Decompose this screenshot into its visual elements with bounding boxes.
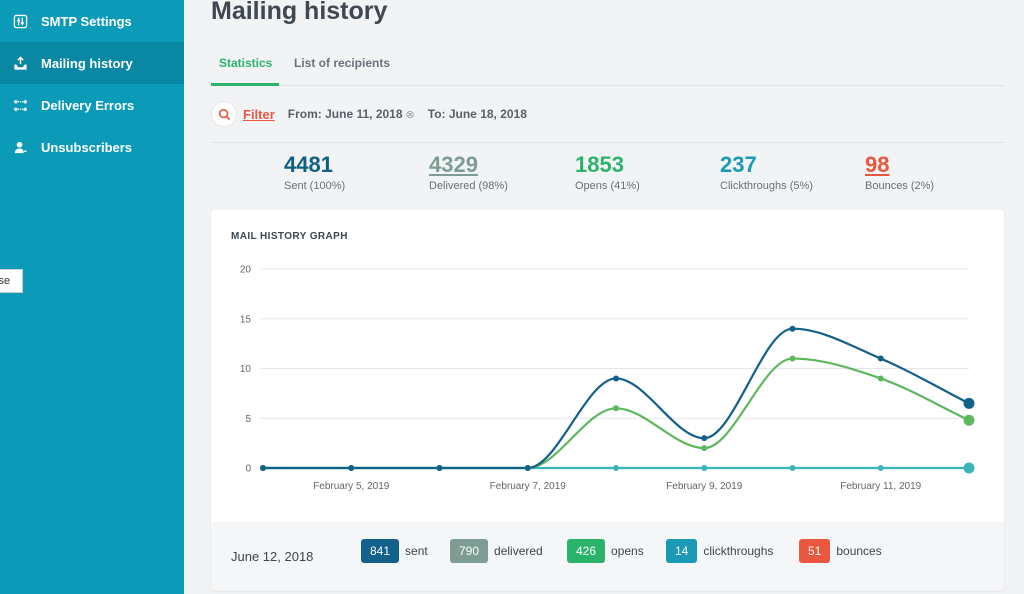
legend-label: sent xyxy=(405,544,428,558)
data-point-opens xyxy=(877,375,884,382)
data-point-opens xyxy=(701,445,708,452)
data-point-opens xyxy=(789,355,796,362)
legend-label: delivered xyxy=(494,544,543,558)
active-tab-indicator xyxy=(211,83,279,86)
user-remove-icon xyxy=(12,139,29,156)
stat-value[interactable]: 4329 xyxy=(429,152,478,177)
graph-footer: June 12, 2018 841 sent 790 delivered 426… xyxy=(211,522,1004,591)
clear-date-icon[interactable]: ⊗ xyxy=(405,108,415,121)
x-tick-label: February 11, 2019 xyxy=(840,481,921,492)
y-tick-label: 0 xyxy=(245,464,251,475)
legend-label: opens xyxy=(611,544,644,558)
stat-label: Clickthroughs (5%) xyxy=(720,180,813,192)
search-icon xyxy=(218,108,230,120)
stat-bounces[interactable]: 98 Bounces (2%) xyxy=(865,152,934,192)
sidebar-item-label: Mailing history xyxy=(41,55,133,71)
main-content: Mailing history Statistics List of recip… xyxy=(184,0,1024,594)
legend-label: clickthroughs xyxy=(703,544,774,558)
tab-statistics[interactable]: Statistics xyxy=(219,56,273,70)
legend-value: 51 xyxy=(799,539,831,563)
data-point-sent xyxy=(963,397,975,409)
filter-bar: Filter From: June 11, 2018 ⊗ To: June 18… xyxy=(211,86,1004,143)
data-point-sent xyxy=(789,325,796,332)
error-flow-icon xyxy=(12,97,29,114)
sidebar-item-label: Delivery Errors xyxy=(41,97,135,113)
settings-icon xyxy=(12,13,29,30)
legend-clickthroughs: 14 clickthroughs xyxy=(666,539,773,563)
sidebar-item-label: SMTP Settings xyxy=(41,13,132,29)
y-tick-label: 10 xyxy=(240,364,252,375)
stat-label: Opens (41%) xyxy=(575,180,640,192)
sidebar-item-mailing-history[interactable]: Mailing history xyxy=(0,42,184,84)
stat-label: Bounces (2%) xyxy=(865,180,935,192)
legend-value: 841 xyxy=(361,539,400,563)
sidebar: SMTP Settings Mailing history Delivery E… xyxy=(0,0,184,594)
filter-search-button[interactable] xyxy=(211,101,237,127)
stat-value[interactable]: 98 xyxy=(865,152,890,177)
stat-label: Sent (100%) xyxy=(284,180,346,192)
tab-list-of-recipients[interactable]: List of recipients xyxy=(294,56,391,70)
legend-label: bounces xyxy=(836,544,882,558)
data-point-sent xyxy=(436,465,443,471)
y-tick-label: 20 xyxy=(240,265,252,276)
sidebar-item-delivery-errors[interactable]: Delivery Errors xyxy=(0,84,184,126)
y-tick-label: 5 xyxy=(245,414,251,425)
data-point-sent xyxy=(260,465,266,471)
legend-bounces: 51 bounces xyxy=(799,539,882,563)
graph-title: MAIL HISTORY GRAPH xyxy=(231,231,348,242)
data-point-clickthroughs xyxy=(789,465,796,471)
date-to[interactable]: To: June 18, 2018 xyxy=(427,107,527,121)
data-point-sent xyxy=(348,465,355,471)
filter-link[interactable]: Filter xyxy=(243,106,275,122)
stat-value: 1853 xyxy=(575,152,624,177)
mail-history-chart[interactable]: 0 5 10 15 20 February 5, 2019 February 7, 2019… xyxy=(211,210,1004,522)
legend-value: 14 xyxy=(666,539,698,563)
data-point-clickthroughs xyxy=(877,465,884,471)
tab-bar: Statistics List of recipients xyxy=(211,44,1004,86)
data-point-sent xyxy=(701,435,708,442)
data-point-clickthroughs xyxy=(613,465,619,471)
legend-value: 790 xyxy=(450,539,489,563)
data-point-sent xyxy=(877,355,884,362)
data-point-clickthroughs xyxy=(701,465,708,471)
y-tick-label: 15 xyxy=(240,314,252,325)
mail-history-graph-card: MAIL HISTORY GRAPH 0 5 10 15 20 February 5, 2… xyxy=(211,210,1004,591)
legend-sent: 841 sent xyxy=(361,539,428,563)
stat-value: 237 xyxy=(720,152,757,177)
series-line-sent xyxy=(262,327,970,470)
legend-opens: 426 opens xyxy=(567,539,644,563)
data-point-opens xyxy=(963,414,975,426)
sidebar-item-unsubscribers[interactable]: Unsubscribers xyxy=(0,126,184,168)
x-tick-label: February 5, 2019 xyxy=(313,481,390,492)
tooltip-fragment: lse xyxy=(0,269,23,293)
stat-opens: 1853 Opens (41%) xyxy=(575,152,640,192)
page-title: Mailing history xyxy=(211,0,388,25)
inbox-upload-icon xyxy=(12,55,29,72)
stat-clickthroughs: 237 Clickthroughs (5%) xyxy=(720,152,813,192)
series-line-opens xyxy=(262,357,970,470)
sidebar-item-smtp-settings[interactable]: SMTP Settings xyxy=(0,0,184,42)
x-tick-label: February 7, 2019 xyxy=(490,481,567,492)
data-point-clickthroughs xyxy=(963,462,975,474)
stat-label: Delivered (98%) xyxy=(429,180,508,192)
selected-date: June 12, 2018 xyxy=(231,549,314,564)
stat-value: 4481 xyxy=(284,152,333,177)
data-point-sent xyxy=(613,375,619,382)
data-point-opens xyxy=(613,405,619,412)
data-point-sent xyxy=(524,465,531,471)
sidebar-item-label: Unsubscribers xyxy=(41,139,133,155)
x-tick-label: February 9, 2019 xyxy=(666,481,743,492)
stat-delivered[interactable]: 4329 Delivered (98%) xyxy=(429,152,508,192)
stat-sent: 4481 Sent (100%) xyxy=(284,152,345,192)
legend-value: 426 xyxy=(567,539,606,563)
date-from[interactable]: From: June 11, 2018 xyxy=(287,107,403,121)
legend-delivered: 790 delivered xyxy=(450,539,543,563)
